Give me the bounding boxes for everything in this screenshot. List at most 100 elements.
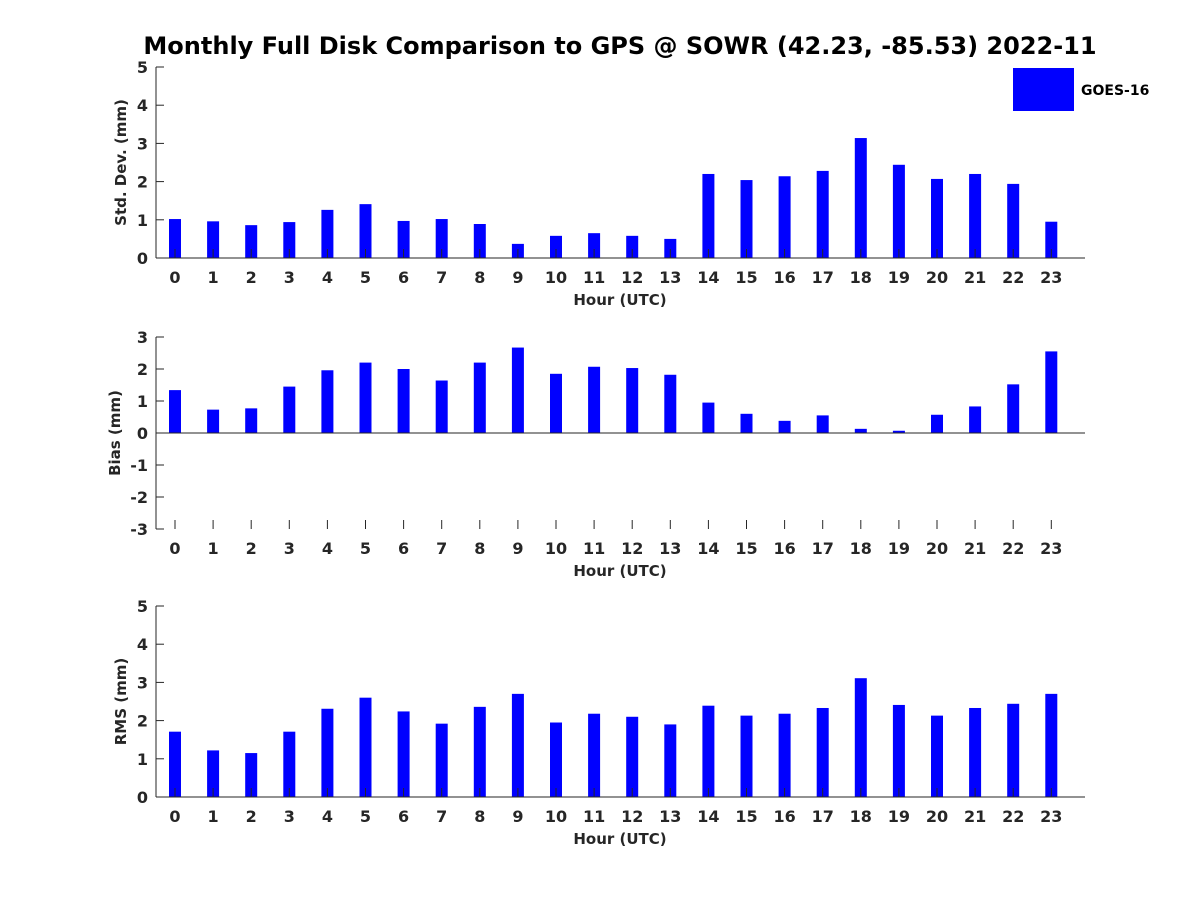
x-tick-label-panel3-14: 14 [697,807,719,826]
bar-panel2-hour-7 [435,380,448,433]
bar-panel1-hour-0 [169,219,181,258]
bar-panel1-hour-17 [816,170,829,258]
bar-panel3-hour-4 [321,708,334,797]
x-axis-label-panel-1: Hour (UTC) [573,291,666,309]
bar-panel1-hour-4 [321,209,334,258]
bar-panel3-hour-9 [511,693,524,797]
x-tick-label-panel3-13: 13 [659,807,681,826]
bar-panel3-hour-13 [664,724,677,797]
x-tick-label-panel1-3: 3 [284,268,295,287]
bar-panel1-hour-20 [931,178,943,258]
bar-panel2-hour-23 [1045,351,1058,433]
bar-panel2-hour-22 [1007,384,1020,433]
x-tick-label-panel2-7: 7 [436,539,447,558]
x-tick-label-panel1-11: 11 [583,268,605,287]
bar-panel2-hour-6 [397,369,410,433]
bar-panel2-hour-4 [321,370,334,433]
x-tick-label-panel3-2: 2 [246,807,257,826]
y-axis-label-panel-3: RMS (mm) [112,658,130,745]
x-tick-label-panel2-15: 15 [735,539,757,558]
y-tick-label-panel3-3: 3 [137,673,148,692]
legend-label-goes-16: GOES-16 [1081,83,1149,99]
bar-panel3-hour-12 [626,716,639,797]
x-tick-label-panel3-19: 19 [888,807,910,826]
legend-swatch-goes-16 [1013,68,1074,111]
bar-panel2-hour-16 [778,420,791,433]
x-tick-label-panel3-10: 10 [545,807,567,826]
x-tick-label-panel2-5: 5 [360,539,371,558]
x-axis-label-panel-2: Hour (UTC) [573,562,666,580]
x-tick-label-panel3-5: 5 [360,807,371,826]
bar-panel1-hour-16 [778,176,791,258]
x-tick-label-panel2-4: 4 [322,539,333,558]
x-tick-label-panel3-7: 7 [436,807,447,826]
bar-panel1-hour-1 [207,221,220,258]
y-tick-label-panel2-2: 2 [137,360,148,379]
x-tick-label-panel1-15: 15 [735,268,757,287]
bar-panel3-hour-11 [588,713,601,797]
y-tick-label-panel2-3: 3 [137,328,148,347]
x-tick-label-panel2-19: 19 [888,539,910,558]
x-tick-label-panel1-22: 22 [1002,268,1024,287]
x-tick-label-panel3-11: 11 [583,807,605,826]
bar-panel2-hour-11 [588,366,601,433]
bar-panel3-hour-18 [854,678,867,797]
y-axis-label-panel-1: Std. Dev. (mm) [112,99,130,226]
bar-panel2-hour-14 [702,402,715,433]
x-tick-label-panel1-8: 8 [474,268,485,287]
bar-panel1-hour-21 [969,173,982,258]
x-tick-label-panel1-10: 10 [545,268,567,287]
bar-panel3-hour-17 [816,707,829,797]
y-axis-label-panel-2: Bias (mm) [106,390,124,476]
bar-panel2-hour-17 [816,415,829,433]
x-tick-label-panel1-5: 5 [360,268,371,287]
x-tick-label-panel2-3: 3 [284,539,295,558]
bar-panel2-hour-15 [740,413,753,433]
x-tick-label-panel3-6: 6 [398,807,409,826]
bar-panel3-hour-21 [969,707,982,797]
x-tick-label-panel3-20: 20 [926,807,948,826]
bar-panel3-hour-8 [473,706,486,797]
x-tick-label-panel2-23: 23 [1040,539,1062,558]
x-tick-label-panel2-13: 13 [659,539,681,558]
y-tick-label-panel1-0: 0 [137,249,148,268]
x-tick-label-panel2-9: 9 [512,539,523,558]
x-tick-label-panel2-2: 2 [246,539,257,558]
bar-panel2-hour-8 [473,362,486,433]
bar-panel1-hour-19 [892,164,905,258]
y-tick-label-panel1-4: 4 [137,96,148,115]
bar-panel2-hour-9 [511,347,524,433]
bar-panel1-hour-3 [283,222,296,258]
x-tick-label-panel3-16: 16 [773,807,795,826]
bar-panel1-hour-2 [245,225,258,258]
x-tick-label-panel2-21: 21 [964,539,986,558]
y-tick-label-panel3-0: 0 [137,788,148,807]
x-tick-label-panel3-9: 9 [512,807,523,826]
x-tick-label-panel1-0: 0 [169,268,180,287]
bar-panel1-hour-23 [1045,221,1058,258]
x-tick-label-panel2-6: 6 [398,539,409,558]
x-tick-label-panel2-14: 14 [697,539,719,558]
x-tick-label-panel3-4: 4 [322,807,333,826]
x-tick-label-panel3-1: 1 [208,807,219,826]
bar-panel2-hour-0 [169,390,181,433]
bar-panel1-hour-13 [664,238,677,258]
chart-legend: GOES-16 [1013,68,1149,111]
bar-panel3-hour-7 [435,723,448,797]
bar-panel3-hour-0 [169,731,181,797]
y-tick-label-panel2--3: -3 [130,520,148,539]
x-tick-label-panel2-1: 1 [208,539,219,558]
x-tick-label-panel1-18: 18 [850,268,872,287]
y-tick-label-panel1-3: 3 [137,134,148,153]
x-tick-label-panel1-4: 4 [322,268,333,287]
x-tick-label-panel2-8: 8 [474,539,485,558]
y-tick-label-panel3-5: 5 [137,597,148,616]
bar-panel1-hour-8 [473,224,486,258]
x-tick-label-panel3-15: 15 [735,807,757,826]
y-tick-label-panel1-2: 2 [137,173,148,192]
